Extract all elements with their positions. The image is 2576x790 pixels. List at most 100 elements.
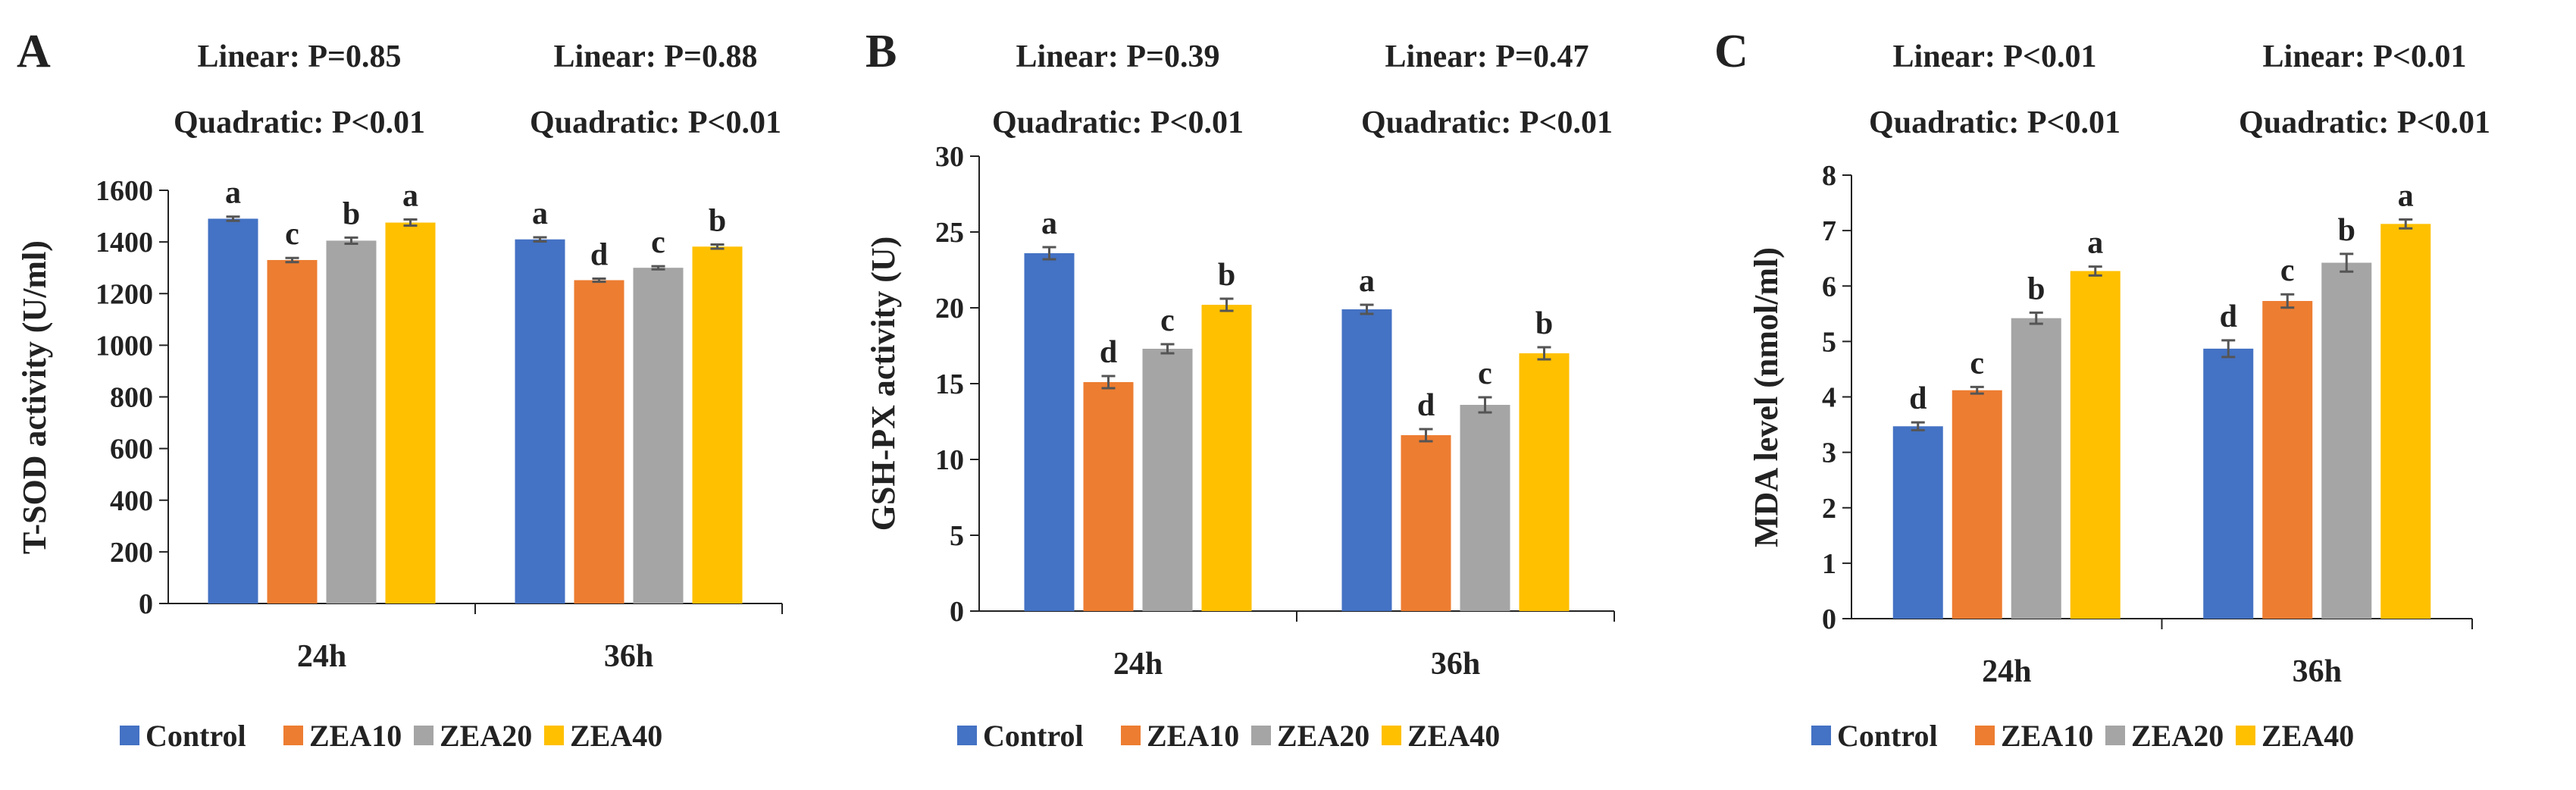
y-tick-label: 7 [1822,215,1836,247]
y-tick-label: 5 [1822,326,1836,358]
significance-letter: c [651,225,665,260]
bar [2011,318,2061,619]
x-category-label: 24h [1982,654,2031,689]
bar [574,280,624,603]
legend-swatch [2236,726,2255,745]
linear-p-value: Linear: P<0.01 [2263,39,2467,74]
legend-label: ZEA40 [2261,719,2354,753]
bar [2321,262,2372,619]
legend-swatch [120,726,139,745]
bar [1519,353,1570,611]
legend-label: ZEA20 [1277,719,1369,753]
quadratic-p-value: Quadratic: P<0.01 [1361,105,1613,140]
legend-swatch [1975,726,1995,745]
bar [1401,435,1451,611]
y-tick-label: 1 [1822,548,1836,580]
panel-label: B [865,26,897,77]
significance-letter: d [1417,388,1435,423]
bar [2262,300,2313,619]
y-axis-label: T-SOD activity (U/ml) [16,240,53,554]
quadratic-p-value: Quadratic: P<0.01 [992,105,1244,140]
y-tick-label: 200 [110,537,153,569]
significance-letter: b [1535,306,1553,341]
bar [267,259,318,603]
legend-label: ZEA10 [2001,719,2093,753]
y-tick-label: 10 [935,444,964,476]
y-tick-label: 30 [935,141,964,173]
y-tick-label: 5 [950,520,964,552]
significance-letter: b [343,196,360,231]
y-tick-label: 20 [935,293,964,324]
bar [1083,382,1134,611]
quadratic-p-value: Quadratic: P<0.01 [174,105,425,140]
y-axis-label: MDA level (nmol/ml) [1748,247,1785,547]
y-tick-label: 6 [1822,271,1836,303]
y-tick-label: 1400 [95,227,153,259]
legend-swatch [957,726,977,745]
panel-c: C Linear: P<0.01 Quadratic: P<0.01 Linear: … [1714,26,2490,753]
x-category-label: 36h [604,639,653,674]
y-axis-label: GSH-PX activity (U) [865,237,902,531]
legend-label: ZEA20 [2131,719,2224,753]
y-tick-label: 0 [1822,603,1836,635]
significance-letter: c [1970,346,1984,381]
y-tick-label: 2 [1822,493,1836,525]
legend: Control ZEA10 ZEA20 ZEA40 [120,719,662,753]
significance-letter: d [1909,381,1927,416]
bar [1024,253,1075,611]
bar [1952,390,2002,619]
y-tick-label: 4 [1822,382,1836,414]
y-tick-label: 3 [1822,437,1836,469]
y-tick-label: 1000 [95,330,153,362]
legend: Control ZEA10 ZEA20 ZEA40 [1811,719,2354,753]
legend-swatch [544,726,564,745]
bar [1892,426,1943,619]
quadratic-p-value: Quadratic: P<0.01 [530,105,781,140]
significance-letter: d [1100,335,1117,370]
significance-letter: d [2220,299,2237,334]
panel-a: A Linear: P=0.85 Quadratic: P<0.01 Linear: … [16,26,783,753]
panel-label: A [17,26,51,77]
significance-letter: b [709,204,726,239]
legend-swatch [1382,726,1401,745]
bar [2070,271,2121,619]
bar [633,268,684,603]
x-category-label: 24h [297,639,346,674]
legend-label: ZEA10 [1147,719,1239,753]
bar [692,246,743,603]
linear-p-value: Linear: P=0.85 [198,39,402,74]
legend-label: ZEA20 [440,719,532,753]
quadratic-p-value: Quadratic: P<0.01 [2239,105,2490,140]
significance-letter: c [2280,253,2295,288]
y-tick-label: 15 [935,368,964,400]
legend-swatch [1121,726,1141,745]
significance-letter: a [1359,264,1375,299]
significance-letter: a [532,196,548,231]
y-tick-label: 1200 [95,278,153,310]
legend-swatch [283,726,303,745]
legend-swatch [1811,726,1831,745]
y-tick-label: 600 [110,434,153,466]
significance-letter: a [225,176,241,211]
linear-p-value: Linear: P=0.39 [1016,39,1220,74]
significance-letter: b [1218,258,1235,293]
significance-letter: a [2398,179,2414,214]
x-category-label: 24h [1113,647,1163,682]
bar [326,240,377,603]
y-tick-label: 400 [110,485,153,517]
legend-swatch [1251,726,1271,745]
legend-swatch [2105,726,2125,745]
significance-letter: c [285,217,299,252]
y-tick-label: 800 [110,382,153,414]
significance-letter: a [1041,206,1057,241]
significance-letter: c [1160,303,1175,338]
significance-letter: b [2338,213,2355,248]
linear-p-value: Linear: P=0.47 [1385,39,1589,74]
legend-label: Control [146,719,246,753]
legend-label: Control [1837,719,1938,753]
legend-label: ZEA10 [309,719,402,753]
x-category-label: 36h [1431,647,1480,682]
bar [1460,405,1510,611]
legend-swatch [414,726,434,745]
